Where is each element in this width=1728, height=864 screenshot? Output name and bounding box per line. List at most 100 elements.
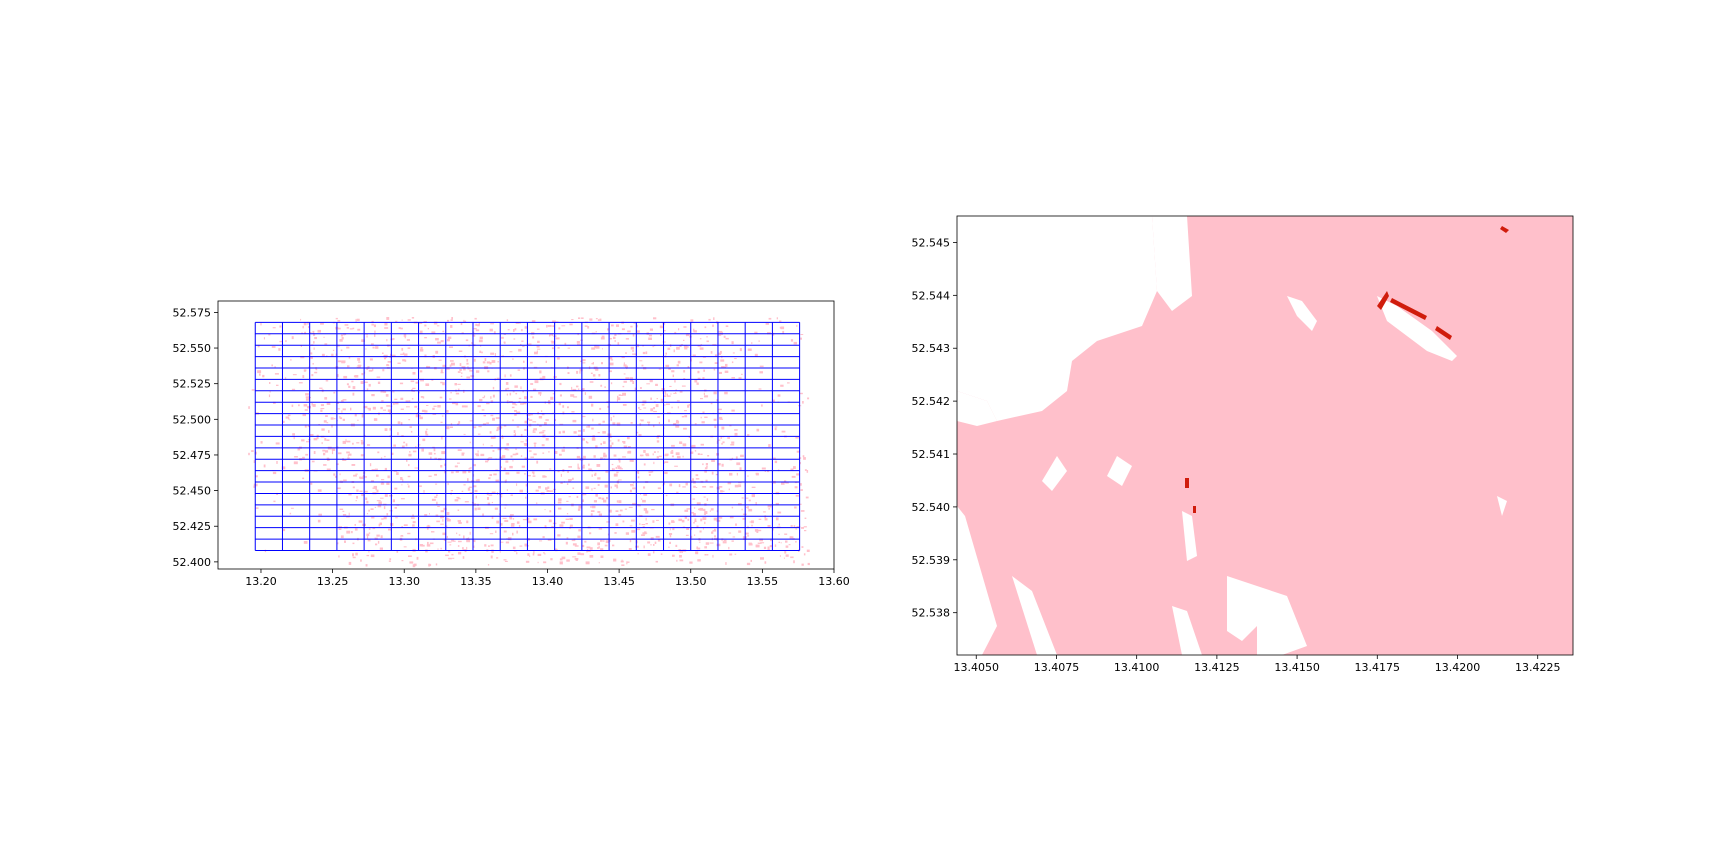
footprint-speck xyxy=(641,534,645,536)
footprint-speck xyxy=(469,531,471,535)
footprint-speck xyxy=(572,487,575,489)
footprint-speck xyxy=(374,506,376,508)
footprint-speck xyxy=(787,382,790,384)
footprint-speck xyxy=(537,411,539,415)
footprint-speck xyxy=(755,502,757,505)
footprint-speck xyxy=(681,385,686,387)
footprint-speck xyxy=(545,438,549,441)
footprint-speck xyxy=(442,382,445,386)
footprint-speck xyxy=(729,424,732,427)
footprint-speck xyxy=(724,391,728,395)
white-strip xyxy=(1012,576,1057,655)
footprint-speck xyxy=(466,520,469,524)
footprint-speck xyxy=(628,548,632,551)
footprint-speck xyxy=(333,418,336,420)
footprint-speck xyxy=(506,449,510,451)
footprint-speck xyxy=(457,371,461,373)
footprint-speck xyxy=(496,377,500,380)
footprint-speck xyxy=(664,390,667,394)
footprint-speck xyxy=(312,404,316,407)
footprint-speck xyxy=(469,467,472,469)
footprint-speck xyxy=(386,513,389,516)
footprint-speck xyxy=(307,321,309,325)
footprint-speck xyxy=(378,523,381,527)
footprint-speck xyxy=(584,540,587,543)
footprint-speck xyxy=(441,436,443,440)
footprint-speck xyxy=(461,490,464,492)
footprint-speck xyxy=(478,425,482,428)
footprint-speck xyxy=(475,323,478,326)
footprint-speck xyxy=(409,426,412,428)
footprint-speck xyxy=(579,368,582,372)
footprint-speck xyxy=(546,324,548,328)
footprint-speck xyxy=(739,467,742,471)
footprint-speck xyxy=(464,501,469,503)
footprint-speck xyxy=(346,440,351,443)
footprint-speck xyxy=(796,526,801,528)
footprint-speck xyxy=(440,547,442,550)
footprint-speck xyxy=(463,433,466,435)
footprint-speck xyxy=(595,318,598,320)
footprint-speck xyxy=(343,334,345,336)
footprint-speck xyxy=(704,469,707,473)
footprint-speck xyxy=(617,342,620,345)
footprint-speck xyxy=(712,554,714,558)
footprint-speck xyxy=(538,416,543,419)
footprint-speck xyxy=(424,324,427,327)
footprint-speck xyxy=(257,345,260,348)
footprint-speck xyxy=(674,465,678,467)
footprint-speck xyxy=(629,539,632,543)
footprint-speck xyxy=(729,553,733,556)
footprint-speck xyxy=(475,495,477,499)
footprint-speck xyxy=(641,455,643,457)
footprint-speck xyxy=(493,435,496,439)
footprint-speck xyxy=(505,541,510,544)
footprint-speck xyxy=(339,473,341,476)
footprint-speck xyxy=(431,531,435,533)
footprint-speck xyxy=(427,541,429,545)
footprint-speck xyxy=(440,515,443,519)
footprint-speck xyxy=(614,484,618,487)
footprint-speck xyxy=(544,422,547,426)
footprint-speck xyxy=(358,364,361,368)
footprint-speck xyxy=(598,546,600,549)
footprint-speck xyxy=(631,530,636,533)
footprint-speck xyxy=(625,338,629,340)
footprint-speck xyxy=(735,523,737,526)
footprint-speck xyxy=(307,405,311,409)
footprint-speck xyxy=(581,438,585,441)
footprint-speck xyxy=(765,322,769,325)
footprint-speck xyxy=(703,513,706,515)
x-tick-label: 13.4075 xyxy=(1034,661,1080,674)
footprint-speck xyxy=(678,484,681,488)
footprint-speck xyxy=(272,471,277,475)
footprint-speck xyxy=(338,452,342,455)
footprint-speck xyxy=(504,560,508,562)
footprint-speck xyxy=(736,472,738,476)
footprint-speck xyxy=(781,430,786,433)
footprint-speck xyxy=(521,329,523,332)
footprint-speck xyxy=(642,532,647,535)
footprint-speck xyxy=(651,509,655,511)
footprint-speck xyxy=(386,317,390,320)
footprint-speck xyxy=(692,354,696,356)
footprint-speck xyxy=(457,423,460,425)
footprint-speck xyxy=(489,431,492,434)
footprint-speck xyxy=(416,412,418,416)
footprint-speck xyxy=(384,428,388,431)
footprint-speck xyxy=(379,547,383,550)
footprint-speck xyxy=(426,405,429,406)
footprint-speck xyxy=(321,353,325,356)
footprint-speck xyxy=(637,476,640,479)
footprint-speck xyxy=(522,402,527,405)
footprint-speck xyxy=(368,550,370,553)
footprint-speck xyxy=(728,488,730,491)
footprint-speck xyxy=(423,490,425,493)
footprint-speck xyxy=(600,457,603,460)
footprint-speck xyxy=(323,336,325,338)
footprint-speck xyxy=(312,363,314,365)
footprint-speck xyxy=(632,502,636,505)
footprint-speck xyxy=(395,402,399,405)
footprint-speck xyxy=(372,528,376,530)
footprint-speck xyxy=(515,322,519,324)
